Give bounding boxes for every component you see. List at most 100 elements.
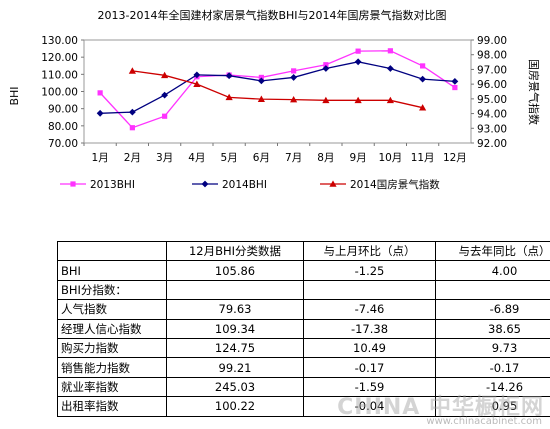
bhi-data-table: 12月BHI分类数据 与上月环比（点） 与去年同比（点） BHI 105.86 -1.25…: [57, 240, 550, 417]
series-2-point: [161, 91, 169, 99]
legend-label: 2014BHI: [222, 179, 267, 191]
y-tick-label: 70.00: [48, 138, 78, 150]
y2-tick-label: 98.00: [477, 50, 507, 62]
series-1-point: [129, 125, 135, 131]
y2-tick-label: 92.00: [477, 138, 507, 150]
series-2-point: [290, 74, 298, 81]
y2-axis-label: 国房景气指数: [527, 59, 541, 125]
table-cell: 124.75: [166, 337, 304, 359]
table-header-cell: [57, 240, 167, 262]
series-2-point: [354, 58, 362, 66]
series-2-point: [322, 65, 330, 72]
table-cell: 购买力指数: [57, 337, 167, 359]
y2-tick-label: 95.00: [477, 94, 507, 106]
table-cell: 100.22: [166, 396, 304, 417]
watermark-logo: CHINA 中华橱柜网: [337, 395, 544, 420]
table-cell: -6.89: [435, 299, 550, 320]
series-2-point: [128, 108, 136, 116]
x-tick-label: 2月: [124, 152, 141, 164]
table-cell: -14.26: [435, 376, 550, 398]
table-cell: 4.00: [435, 260, 550, 281]
table-cell: [303, 279, 436, 301]
y-tick-label: 110.00: [41, 69, 78, 81]
x-tick-label: 9月: [350, 152, 367, 164]
series-3-point: [225, 93, 233, 101]
y-tick-label: 130.00: [41, 35, 78, 47]
series-2-point: [225, 72, 233, 80]
comparison-line-chart: 2013-2014年全国建材家居景气指数BHI与2014年国房景气指数对比图 B…: [8, 8, 541, 191]
series-line-3: [132, 70, 423, 109]
table-cell: 销售能力指数: [57, 357, 167, 378]
table-cell: 经理人信心指数: [57, 318, 167, 339]
chart-title: 2013-2014年全国建材家居景气指数BHI与2014年国房景气指数对比图: [97, 8, 446, 22]
series-3-point: [193, 80, 201, 87]
table-cell: [435, 279, 550, 301]
table-header-cell: 12月BHI分类数据: [166, 240, 304, 262]
series-line-2: [100, 61, 455, 114]
table-cell: -17.38: [303, 318, 436, 339]
series-2-point: [419, 75, 427, 83]
table-header-row: 12月BHI分类数据 与上月环比（点） 与去年同比（点）: [57, 240, 550, 262]
legend-label: 2013BHI: [90, 179, 135, 191]
series-3-point: [419, 104, 427, 111]
table-cell: 38.65: [435, 318, 550, 339]
series-2-point: [257, 77, 265, 85]
table-cell: 人气指数: [57, 299, 167, 320]
table-row: 人气指数 79.63 -7.46 -6.89: [57, 299, 550, 320]
legend-marker: [201, 180, 209, 188]
y-tick-label: 120.00: [41, 52, 78, 64]
table-cell: 79.63: [166, 299, 304, 320]
series-3-point: [354, 96, 362, 104]
table-cell: -1.25: [303, 260, 436, 281]
table-cell: 245.03: [166, 376, 304, 398]
x-tick-label: 11月: [411, 152, 435, 164]
series-1-point: [291, 68, 297, 74]
watermark-url: www.chinacabinet.com: [426, 416, 542, 427]
y2-tick-label: 99.00: [477, 35, 507, 47]
x-tick-label: 3月: [156, 152, 173, 164]
series-3-point: [322, 96, 330, 104]
table-row: BHI 105.86 -1.25 4.00: [57, 260, 550, 281]
table-cell: 就业率指数: [57, 376, 167, 398]
series-2-point: [451, 77, 459, 85]
table-cell: -0.04: [303, 396, 436, 417]
table-row: 就业率指数 245.03 -1.59 -14.26: [57, 376, 550, 398]
y-tick-label: 80.00: [48, 121, 78, 133]
x-tick-label: 12月: [443, 152, 467, 164]
x-tick-label: 4月: [188, 152, 205, 164]
table-cell: BHI分指数：: [57, 279, 167, 301]
legend-label: 2014国房景气指数: [350, 178, 440, 191]
series-1-point: [355, 48, 361, 54]
table-cell: [166, 279, 304, 301]
table-cell: BHI: [57, 260, 167, 281]
series-1-point: [452, 84, 458, 91]
legend-marker: [70, 181, 76, 187]
series-3-point: [161, 71, 169, 79]
series-3-point: [128, 67, 136, 74]
x-tick-label: 6月: [253, 152, 270, 164]
table-header-cell: 与上月环比（点）: [303, 240, 436, 262]
series-2-point: [96, 109, 104, 117]
table-row: 经理人信心指数 109.34 -17.38 38.65: [57, 318, 550, 339]
x-tick-label: 8月: [317, 152, 334, 164]
table-row: 购买力指数 124.75 10.49 9.73: [57, 337, 550, 359]
table-cell: -7.46: [303, 299, 436, 320]
series-1-point: [420, 63, 426, 69]
x-tick-label: 7月: [285, 152, 302, 164]
table-header-cell: 与去年同比（点）: [435, 240, 550, 262]
y2-tick-label: 96.00: [477, 79, 507, 91]
y2-tick-label: 94.00: [477, 109, 507, 121]
series-3-point: [290, 95, 298, 103]
y2-tick-label: 93.00: [477, 123, 507, 135]
table-cell: 0.95: [435, 396, 550, 417]
x-tick-label: 10月: [378, 152, 402, 164]
y-axis-label: BHI: [8, 86, 21, 105]
table-cell: -1.59: [303, 376, 436, 398]
series-2-point: [386, 65, 394, 72]
series-3-point: [386, 96, 394, 104]
series-2-point: [193, 71, 201, 79]
table-cell: -0.17: [435, 357, 550, 378]
series-3-point: [257, 95, 265, 102]
table-cell: 出租率指数: [57, 396, 167, 417]
y-tick-label: 100.00: [41, 87, 78, 99]
